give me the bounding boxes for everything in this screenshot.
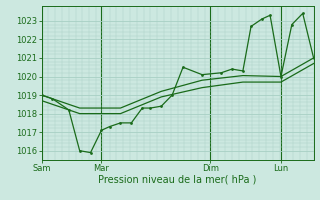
X-axis label: Pression niveau de la mer( hPa ): Pression niveau de la mer( hPa ) [99, 175, 257, 185]
